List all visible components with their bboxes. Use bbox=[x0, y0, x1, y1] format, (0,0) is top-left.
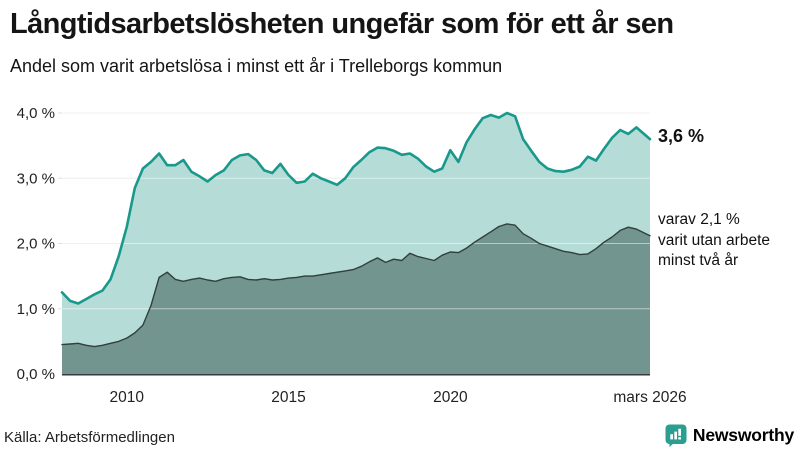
two-year-annotation: varav 2,1 % varit utan arbete minst två … bbox=[658, 210, 770, 272]
two-year-annotation-line2: varit utan arbete bbox=[658, 231, 771, 249]
latest-total-annotation: 3,6 % bbox=[658, 126, 705, 146]
x-axis-label: mars 2026 bbox=[613, 389, 686, 406]
x-axis-label: 2020 bbox=[433, 389, 468, 406]
y-axis-label: 0,0 % bbox=[17, 366, 55, 383]
y-axis-label: 2,0 % bbox=[17, 236, 55, 253]
series-line-one-year bbox=[60, 111, 652, 305]
x-axis-label: 2010 bbox=[109, 389, 144, 406]
newsworthy-bubble-chart-icon bbox=[665, 424, 687, 447]
y-axis-label: 1,0 % bbox=[17, 301, 55, 318]
two-year-annotation-line3: minst två år bbox=[658, 252, 739, 269]
y-axis-label: 4,0 % bbox=[17, 105, 55, 122]
series-area-two-years bbox=[62, 223, 650, 374]
newsworthy-logo[interactable]: Newsworthy bbox=[665, 424, 794, 447]
series-line-two-years bbox=[61, 223, 651, 348]
y-axis-label: 3,0 % bbox=[17, 170, 55, 187]
two-year-annotation-line1: varav 2,1 % bbox=[658, 211, 740, 228]
chart-title: Långtidsarbetslösheten ungefär som för e… bbox=[10, 8, 674, 40]
source-attribution: Källa: Arbetsförmedlingen bbox=[4, 429, 175, 446]
brand-name: Newsworthy bbox=[692, 425, 794, 445]
chart-subtitle: Andel som varit arbetslösa i minst ett å… bbox=[10, 56, 503, 76]
x-axis-label: 2015 bbox=[271, 389, 305, 406]
